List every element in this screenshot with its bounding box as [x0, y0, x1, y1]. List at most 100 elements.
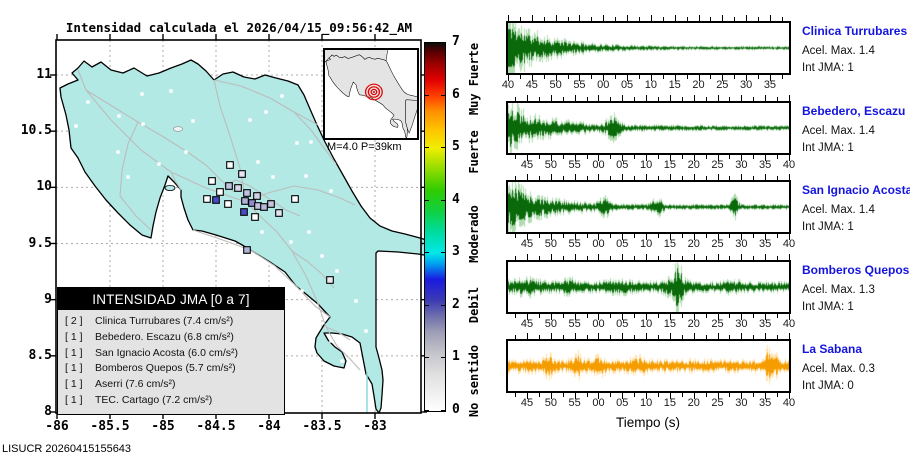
waveform-tick — [646, 393, 648, 399]
intensity-station-marker — [326, 276, 334, 284]
legend-item-station: San Ignacio Acosta (6.0 cm/s²) — [95, 346, 238, 359]
waveform-time-label: 05 — [620, 79, 634, 91]
waveform-time-label: 30 — [735, 158, 748, 171]
costa-rica-intensity-map — [50, 34, 429, 419]
waveform-minor-tick — [562, 335, 564, 339]
colorbar-tick — [424, 42, 429, 43]
colorbar-tick — [424, 304, 429, 306]
intensity-station-marker — [240, 208, 248, 216]
station-marker — [271, 175, 275, 179]
waveform-minor-tick — [538, 154, 540, 159]
waveform-tick — [603, 15, 605, 21]
waveform-tick — [574, 174, 576, 180]
waveform-time-label: 10 — [639, 238, 653, 250]
footer-timestamp: LISUCR 20260415155643 — [2, 443, 132, 455]
waveform-minor-tick — [591, 75, 593, 79]
station-marker — [260, 230, 264, 234]
waveform-tick — [646, 333, 648, 339]
seismogram-trace — [508, 341, 789, 391]
waveform-minor-tick — [705, 154, 707, 159]
waveform-time-label: 55 — [568, 238, 581, 250]
waveform-minor-tick — [562, 154, 564, 159]
waveform-minor-tick — [705, 234, 707, 238]
colorbar-tick — [441, 252, 446, 254]
waveform-time-label: 40 — [782, 397, 796, 409]
waveform-tick — [722, 15, 724, 21]
waveform-minor-tick — [686, 75, 688, 79]
waveform-minor-tick — [586, 176, 588, 180]
legend-item-intensity: [ 1 ] — [65, 346, 83, 359]
legend-item: [ 1 ] San Ignacio Acosta (6.0 cm/s²) — [65, 346, 278, 362]
intensity-station-marker — [208, 177, 216, 185]
x-axis-label: -84 — [257, 419, 281, 434]
waveform-minor-tick — [562, 393, 564, 397]
waveform-minor-tick — [681, 234, 683, 238]
intensity-jma-label: Int JMA: 1 — [802, 62, 854, 74]
station-marker — [354, 299, 358, 303]
waveform-minor-tick — [681, 96, 683, 101]
waveform-time-label: 00 — [597, 79, 610, 91]
station-name: La Sabana — [802, 342, 863, 356]
lake-arenal — [173, 126, 183, 132]
waveform-minor-tick — [610, 176, 612, 180]
waveform-time-label: 35 — [759, 317, 772, 330]
waveform-tick — [646, 313, 648, 320]
waveform-tick — [550, 253, 552, 260]
colorbar-value-label: 3 — [452, 244, 460, 260]
waveform-tick — [598, 253, 600, 260]
waveform-tick — [579, 75, 581, 81]
waveform-tick — [622, 234, 624, 240]
station-marker — [289, 240, 293, 244]
waveform-minor-tick — [710, 75, 712, 79]
intensity-jma-label: Int JMA: 0 — [802, 380, 854, 392]
waveform-minor-tick — [610, 313, 612, 318]
waveform-minor-tick — [705, 255, 707, 260]
colorbar-category-label: Moderado — [467, 204, 481, 263]
acceleration-max-label: Acel. Max. 1.4 — [802, 124, 875, 137]
waveform-tick — [555, 15, 557, 21]
intensity-station-marker — [251, 213, 259, 221]
intensity-station-marker — [234, 184, 242, 192]
waveform-minor-tick — [638, 17, 640, 21]
legend-item: [ 1 ] Aserri (7.6 cm/s²) — [65, 377, 278, 393]
station-marker — [169, 89, 173, 93]
acceleration-max-label: Acel. Max. 1.4 — [802, 45, 875, 57]
waveform-tick — [646, 253, 648, 260]
waveform-tick — [789, 253, 790, 260]
waveform-tick — [789, 393, 790, 399]
legend-item-station: Clinica Turrubares (7.4 cm/s²) — [95, 315, 234, 327]
waveform-plot — [506, 100, 791, 155]
intensity-legend: INTENSIDAD JMA [0 a 7] [ 2 ] Clinica Turr… — [57, 287, 285, 415]
waveform-minor-tick — [634, 176, 636, 180]
waveform-tick — [603, 75, 605, 81]
waveform-minor-tick — [515, 234, 517, 238]
x-axis-label: -83 — [363, 419, 387, 434]
waveform-minor-tick — [681, 313, 683, 318]
waveform-time-label: 05 — [616, 397, 629, 409]
waveform-tick — [622, 333, 624, 339]
waveform-tick — [765, 393, 767, 399]
waveform-minor-tick — [753, 335, 755, 339]
colorbar-category-label: No sentido — [467, 344, 481, 418]
waveform-minor-tick — [681, 255, 683, 260]
seismogram-trace — [508, 102, 789, 153]
waveform-minor-tick — [562, 313, 564, 318]
waveform-tick — [741, 333, 743, 339]
station-marker — [300, 289, 304, 293]
colorbar-value-label: 0 — [452, 402, 460, 417]
waveform-minor-tick — [734, 17, 736, 21]
waveform-minor-tick — [634, 96, 636, 101]
waveform-tick — [674, 15, 676, 21]
waveform-minor-tick — [634, 313, 636, 318]
epicenter-icon — [364, 83, 383, 101]
station-marker — [285, 310, 289, 314]
station-marker — [357, 180, 361, 184]
waveform-tick — [598, 154, 600, 161]
waveform-minor-tick — [777, 96, 779, 101]
waveform-tick — [669, 333, 671, 339]
colorbar-value-label: 4 — [452, 191, 460, 207]
waveform-minor-tick — [638, 75, 640, 79]
waveform-tick — [789, 174, 790, 180]
station-marker — [315, 369, 319, 373]
waveform-minor-tick — [610, 255, 612, 260]
